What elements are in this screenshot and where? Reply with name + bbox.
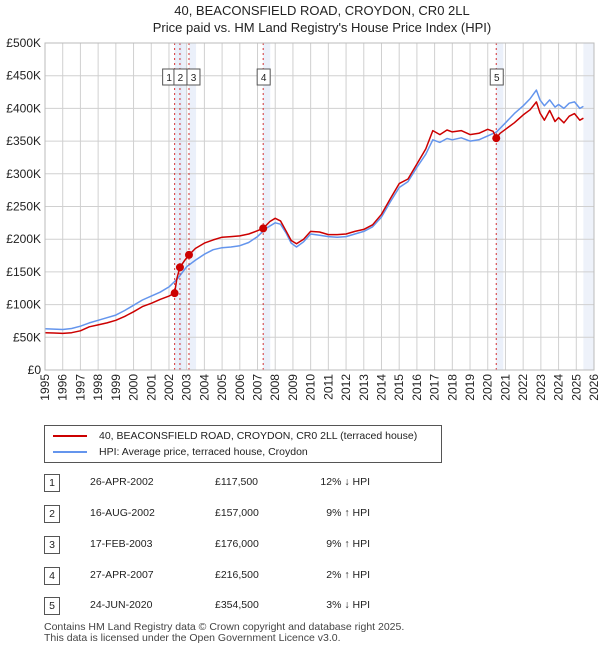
x-tick-label: 2021 [498,374,512,401]
sale-number-badge: 3 [44,536,60,554]
sale-point [492,134,501,143]
sale-number-box [489,68,504,86]
x-tick-label: 2005 [215,374,229,401]
sale-number-badge: 2 [44,505,60,523]
x-tick-label: 1995 [38,374,52,401]
x-tick-label: 1999 [109,374,123,401]
x-tick-label: 2008 [268,374,282,401]
x-tick-label: 2017 [428,374,442,401]
table-row: 1 26-APR-2002 £117,500 12% ↓ HPI [0,474,600,492]
sale-hpi-diff: 9% ↑ HPI [326,538,370,550]
y-tick-label: £350K [6,134,41,148]
x-tick-label: 2016 [410,374,424,401]
x-tick-label: 2019 [463,374,477,401]
legend-item-property: 40, BEACONSFIELD ROAD, CROYDON, CR0 2LL … [53,428,417,444]
sale-number-label: 5 [494,73,500,84]
sale-date: 26-APR-2002 [90,476,154,488]
x-tick-label: 2013 [357,374,371,401]
x-tick-label: 2026 [587,374,600,401]
sale-number-badge: 1 [44,474,60,492]
legend-line-property [53,435,87,437]
chart-title: 40, BEACONSFIELD ROAD, CROYDON, CR0 2LL [174,3,469,18]
sale-hpi-diff: 12% ↓ HPI [320,476,370,488]
x-tick-label: 2014 [374,374,388,401]
y-tick-label: £50K [13,330,41,344]
x-tick-label: 2000 [127,374,141,401]
price-chart: 40, BEACONSFIELD ROAD, CROYDON, CR0 2LL … [6,3,600,401]
sale-number-badge: 5 [44,597,60,615]
sale-hpi-diff: 3% ↓ HPI [326,599,370,611]
legend-line-hpi [53,451,87,453]
sale-price: £354,500 [215,599,259,611]
y-tick-label: £150K [6,265,41,279]
sale-date: 24-JUN-2020 [90,599,153,611]
y-tick-label: £500K [6,36,41,50]
x-tick-label: 2025 [569,374,583,401]
sale-hpi-diff: 9% ↑ HPI [326,507,370,519]
x-tick-label: 2006 [233,374,247,401]
x-tick-label: 2003 [180,374,194,401]
property-price-line [44,101,584,335]
table-row: 2 16-AUG-2002 £157,000 9% ↑ HPI [0,505,600,523]
sale-number-box [256,68,271,86]
sale-point [170,289,179,298]
plot-frame [44,42,595,371]
y-tick-label: £0 [28,363,42,377]
sale-price: £117,500 [215,476,259,488]
y-tick-label: £450K [6,69,41,83]
x-tick-label: 2018 [445,374,459,401]
x-tick-label: 1997 [73,374,87,401]
sale-date: 27-APR-2007 [90,569,154,581]
table-row: 3 17-FEB-2003 £176,000 9% ↑ HPI [0,536,600,554]
x-tick-label: 2001 [144,374,158,401]
legend-label-property: 40, BEACONSFIELD ROAD, CROYDON, CR0 2LL … [99,430,418,442]
sale-number-label: 1 [166,73,172,84]
sale-hpi-diff: 2% ↑ HPI [326,569,370,581]
legend-item-hpi: HPI: Average price, terraced house, Croy… [53,444,308,460]
x-tick-label: 2011 [321,374,335,400]
sale-date: 17-FEB-2003 [90,538,153,550]
sale-number-box [186,68,201,86]
y-tick-label: £200K [6,232,41,246]
sale-point [259,224,268,233]
footer-copyright: Contains HM Land Registry data © Crown c… [44,621,405,633]
sale-point [184,250,193,259]
table-row: 4 27-APR-2007 £216,500 2% ↑ HPI [0,567,600,585]
x-tick-label: 2023 [534,374,548,401]
y-tick-label: £250K [6,200,41,214]
sale-number-label: 4 [261,73,267,84]
x-tick-label: 2007 [251,374,265,401]
sale-number-label: 2 [178,73,184,84]
y-tick-label: £100K [6,298,41,312]
x-tick-label: 2012 [339,374,353,401]
sale-price: £176,000 [215,538,259,550]
footer-licence: This data is licensed under the Open Gov… [44,632,341,644]
chart-subtitle: Price paid vs. HM Land Registry's House … [153,20,491,35]
sale-date: 16-AUG-2002 [90,507,155,519]
x-tick-label: 2015 [392,374,406,401]
y-tick-label: £400K [6,101,41,115]
legend-label-hpi: HPI: Average price, terraced house, Croy… [99,446,308,458]
y-tick-label: £300K [6,167,41,181]
x-tick-label: 1998 [91,374,105,401]
sale-price: £216,500 [215,569,259,581]
x-tick-label: 2020 [481,374,495,401]
x-tick-label: 2010 [304,374,318,401]
table-row: 5 24-JUN-2020 £354,500 3% ↓ HPI [0,597,600,615]
x-tick-label: 2009 [286,374,300,401]
x-tick-label: 2022 [516,374,530,401]
x-tick-label: 2024 [552,374,566,401]
sale-point [175,263,184,272]
sale-number-label: 3 [191,73,197,84]
x-tick-label: 1996 [56,374,70,401]
x-tick-label: 2004 [197,374,211,401]
x-tick-label: 2002 [162,374,176,401]
sale-number-badge: 4 [44,567,60,585]
sale-price: £157,000 [215,507,259,519]
hpi-line [44,89,584,331]
legend: 40, BEACONSFIELD ROAD, CROYDON, CR0 2LL … [44,425,442,463]
